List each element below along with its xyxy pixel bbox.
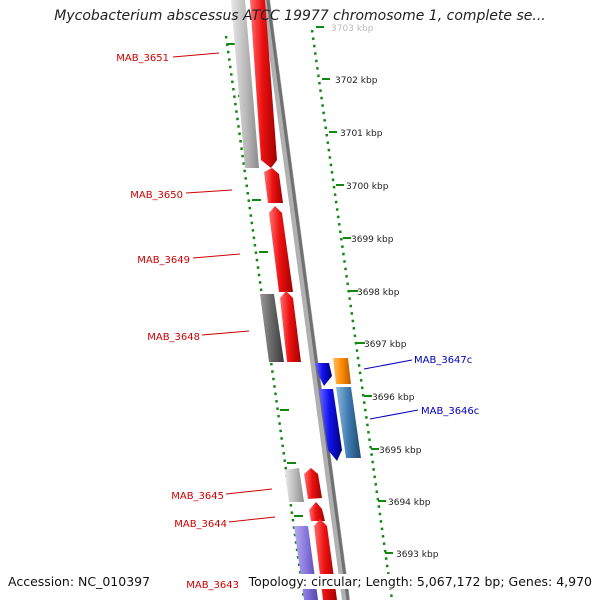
gene-mab-3647c[interactable] <box>315 363 332 386</box>
scale-label: 3700 kbp <box>346 182 389 192</box>
map-title: Mycobacterium abscessus ATCC 19977 chrom… <box>54 8 546 24</box>
gene-label-mab-3646c[interactable]: MAB_3646c <box>421 406 479 417</box>
gene-label-mab-3644[interactable]: MAB_3644 <box>174 519 227 530</box>
gene-label-mab-3648[interactable]: MAB_3648 <box>147 332 200 343</box>
accession-label: Accession: NC_010397 <box>8 574 151 589</box>
gene-mab-3645[interactable] <box>304 468 322 499</box>
scale-label: 3696 kbp <box>372 393 415 403</box>
gene-mab-3644[interactable] <box>309 502 325 521</box>
gene-label-mab-3645[interactable]: MAB_3645 <box>171 491 224 502</box>
gene-label-mab-3647c[interactable]: MAB_3647c <box>414 355 472 366</box>
gene-mab-3646c[interactable] <box>319 389 342 461</box>
gene-mab-3648-gray[interactable] <box>260 294 284 362</box>
scale-label: 3698 kbp <box>357 288 400 298</box>
scale-label: 3695 kbp <box>379 446 422 456</box>
inner-scale-ticks <box>316 26 393 554</box>
scale-label: 3693 kbp <box>396 550 439 560</box>
scale-label: 3701 kbp <box>340 129 383 139</box>
inner-scale-ring <box>310 29 394 600</box>
gene-mab-3646c-steel[interactable] <box>336 387 361 458</box>
scale-label: 3699 kbp <box>351 235 394 245</box>
gene-labels: MAB_3651 MAB_3650 MAB_3649 MAB_3648 MAB_… <box>116 53 479 591</box>
gene-mab-3647c-orange[interactable] <box>333 358 351 384</box>
gene-label-mab-3649[interactable]: MAB_3649 <box>137 255 190 266</box>
gene-mab-3648[interactable] <box>280 291 301 362</box>
gene-label-mab-3651[interactable]: MAB_3651 <box>116 53 169 64</box>
gene-label-mab-3643[interactable]: MAB_3643 <box>186 580 239 591</box>
gene-mab-3650[interactable] <box>264 168 283 203</box>
scale-label: 3703 kbp <box>331 24 374 34</box>
genome-backbone <box>262 0 350 600</box>
gene-mab-3649[interactable] <box>269 206 293 292</box>
gene-mab-3645-gray[interactable] <box>285 468 304 502</box>
genome-stats-label: Topology: circular; Length: 5,067,172 bp… <box>248 574 592 589</box>
scale-label: 3702 kbp <box>335 76 378 86</box>
gene-label-mab-3650[interactable]: MAB_3650 <box>130 190 183 201</box>
gene-mab-3651-partner[interactable] <box>231 0 259 168</box>
scale-label: 3694 kbp <box>388 498 431 508</box>
gene-label-leaders <box>172 52 419 523</box>
outer-scale-ring <box>224 35 306 600</box>
scale-label: 3697 kbp <box>364 340 407 350</box>
gene-mab-3651[interactable] <box>250 0 277 168</box>
scale-labels: 3703 kbp 3702 kbp 3701 kbp 3700 kbp 3699… <box>331 24 439 560</box>
